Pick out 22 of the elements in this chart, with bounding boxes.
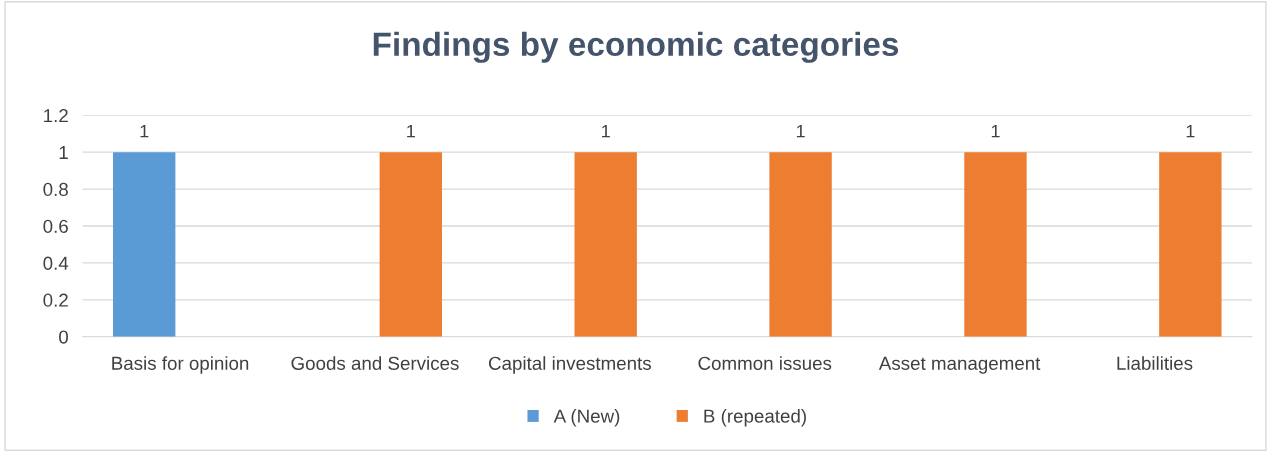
data-label: 1 [602, 124, 610, 138]
y-tick-label: 0.6 [43, 219, 68, 233]
y-tick-label: 0.8 [43, 182, 68, 197]
y-tick-label: 1 [59, 146, 68, 159]
x-tick-label: Basis for opinion [112, 356, 249, 374]
data-label: 1 [1186, 124, 1195, 138]
y-tick-label: 0 [59, 330, 68, 344]
x-tick-label: Goods and Services [291, 356, 459, 370]
x-tick-label: Capital investments [488, 356, 651, 374]
chart-title: Findings by economic categories [373, 31, 899, 63]
legend-label: A (New) [553, 408, 620, 427]
x-tick-label: Common issues [698, 356, 832, 370]
data-label: 1 [796, 124, 805, 138]
data-label: 1 [407, 124, 415, 138]
y-tick-label: 0.4 [43, 256, 69, 270]
y-tick-label: 0.2 [43, 293, 68, 307]
data-label: 1 [991, 124, 1000, 138]
legend-label: B (repeated) [704, 408, 806, 427]
data-label: 1 [140, 124, 149, 138]
x-tick-label: Asset management [878, 356, 1041, 374]
x-tick-label: Liabilities [1117, 356, 1193, 370]
y-tick-label: 1.2 [44, 108, 68, 123]
